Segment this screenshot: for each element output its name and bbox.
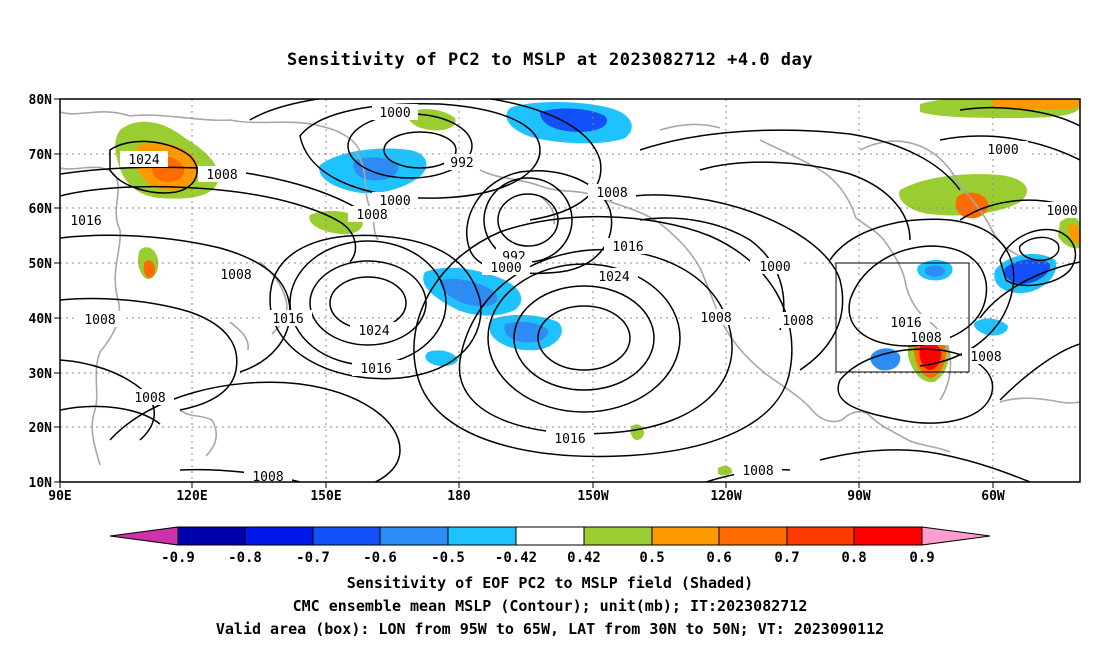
colorbar-swatch xyxy=(379,526,449,546)
contour-label: 1016 xyxy=(272,312,303,327)
contour-label: 1008 xyxy=(252,470,283,485)
contour-label: 1000 xyxy=(379,194,410,209)
colorbar-swatch xyxy=(718,526,788,546)
lon-tick-label: 60W xyxy=(981,489,1005,504)
contour-label: 1008 xyxy=(134,391,165,406)
contour-label: 1016 xyxy=(554,432,585,447)
lon-tick-label: 90E xyxy=(48,489,71,504)
colorbar-swatch xyxy=(312,526,381,546)
contour-label: 1000 xyxy=(379,106,410,121)
lon-tick-label: 120W xyxy=(710,489,741,504)
shade-blob-positive-strong xyxy=(143,260,155,278)
colorbar-swatch xyxy=(447,526,517,546)
contour-label: 1008 xyxy=(782,314,813,329)
colorbar-swatch xyxy=(651,526,720,546)
colorbar-label: 0.42 xyxy=(567,550,601,566)
sensitivity-shading xyxy=(115,99,1080,476)
colorbar-label: -0.8 xyxy=(228,550,262,566)
contour-label: 1024 xyxy=(358,324,389,339)
colorbar-swatch xyxy=(921,526,991,546)
contour-label: 1024 xyxy=(598,270,629,285)
lat-tick-label: 30N xyxy=(29,367,53,382)
shade-blob-negative xyxy=(425,350,458,367)
lon-tick-label: 150E xyxy=(310,489,341,504)
lon-tick-label: 150W xyxy=(577,489,608,504)
lat-tick-label: 50N xyxy=(29,257,53,272)
shade-blob-negative xyxy=(540,108,608,132)
grid-lines xyxy=(60,99,1080,482)
colorbar-label: 0.9 xyxy=(909,550,934,566)
contour-label: 1000 xyxy=(759,260,790,275)
contour-label: 1000 xyxy=(987,143,1018,158)
lat-tick-label: 60N xyxy=(29,202,53,217)
lat-tick-label: 20N xyxy=(29,421,53,436)
longitude-axis: 90E 120E 150E 180 150W 120W 90W 60W xyxy=(48,482,1005,504)
contour-label: 1016 xyxy=(612,240,643,255)
shade-blob-positive-strong xyxy=(990,99,1080,110)
lat-tick-label: 40N xyxy=(29,312,53,327)
colorbar-label: 0.6 xyxy=(706,550,731,566)
contour-label: 1008 xyxy=(970,350,1001,365)
caption-valid-area: Valid area (box): LON from 95W to 65W, L… xyxy=(215,620,885,638)
colorbar-swatch xyxy=(515,526,585,546)
shade-blob-positive-strong xyxy=(1068,224,1080,244)
mslp-contours xyxy=(60,99,1080,482)
colorbar-swatch xyxy=(244,526,314,546)
shade-blob-negative xyxy=(439,278,498,307)
shade-blob-negative xyxy=(925,265,945,277)
shade-blob-negative xyxy=(870,348,901,371)
colorbar-swatch xyxy=(786,526,855,546)
contour-label: 1008 xyxy=(700,311,731,326)
lat-tick-label: 80N xyxy=(29,93,53,108)
caption-shading: Sensitivity of EOF PC2 to MSLP field (Sh… xyxy=(346,574,754,592)
lon-tick-label: 120E xyxy=(176,489,207,504)
contour-label: 992 xyxy=(450,156,473,171)
map-frame xyxy=(59,98,1081,483)
colorbar-swatch xyxy=(583,526,653,546)
caption-contour: CMC ensemble mean MSLP (Contour); unit(m… xyxy=(292,597,808,615)
colorbar-swatch xyxy=(853,526,923,546)
colorbar-swatch xyxy=(177,526,246,546)
lat-tick-label: 70N xyxy=(29,148,53,163)
colorbar-label: -0.5 xyxy=(431,550,465,566)
shade-blob-positive xyxy=(718,465,732,476)
contour-label: 1016 xyxy=(70,214,101,229)
latitude-axis: 80N 70N 60N 50N 40N 30N 20N 10N xyxy=(29,93,60,491)
colorbar-label: 0.8 xyxy=(841,550,866,566)
contour-labels: 1000 992 1024 1008 1000 1008 1016 1008 1… xyxy=(62,104,1080,485)
map-title: Sensitivity of PC2 to MSLP at 2023082712… xyxy=(286,50,813,70)
colorbar-label: -0.6 xyxy=(363,550,397,566)
contour-label: 1016 xyxy=(360,362,391,377)
colorbar-swatch xyxy=(109,526,179,546)
colorbar-label: -0.7 xyxy=(296,550,330,566)
colorbar-label: -0.9 xyxy=(161,550,195,566)
colorbar-label: -0.42 xyxy=(495,550,537,566)
contour-label: 1008 xyxy=(356,208,387,223)
contour-label: 1000 xyxy=(490,261,521,276)
lon-tick-label: 180 xyxy=(447,489,471,504)
contour-label: 1008 xyxy=(910,331,941,346)
contour-label: 1000 xyxy=(1046,204,1077,219)
contour-label: 1008 xyxy=(220,268,251,283)
shade-blob-negative xyxy=(1004,259,1051,284)
valid-area-box xyxy=(835,262,970,373)
contour-label: 1008 xyxy=(84,313,115,328)
contour-label: 1008 xyxy=(206,168,237,183)
shade-blob-positive-strong xyxy=(955,192,989,219)
contour-label: 1024 xyxy=(128,153,159,168)
contour-label: 1016 xyxy=(890,316,921,331)
colorbar-label: 0.5 xyxy=(639,550,664,566)
colorbar: -0.9 -0.8 -0.7 -0.6 -0.5 -0.42 0.42 0.5 … xyxy=(109,526,991,566)
colorbar-label: 0.7 xyxy=(774,550,799,566)
contour-label: 1008 xyxy=(596,186,627,201)
lon-tick-label: 90W xyxy=(847,489,871,504)
lat-tick-label: 10N xyxy=(29,476,53,491)
contour-label: 1008 xyxy=(742,464,773,479)
